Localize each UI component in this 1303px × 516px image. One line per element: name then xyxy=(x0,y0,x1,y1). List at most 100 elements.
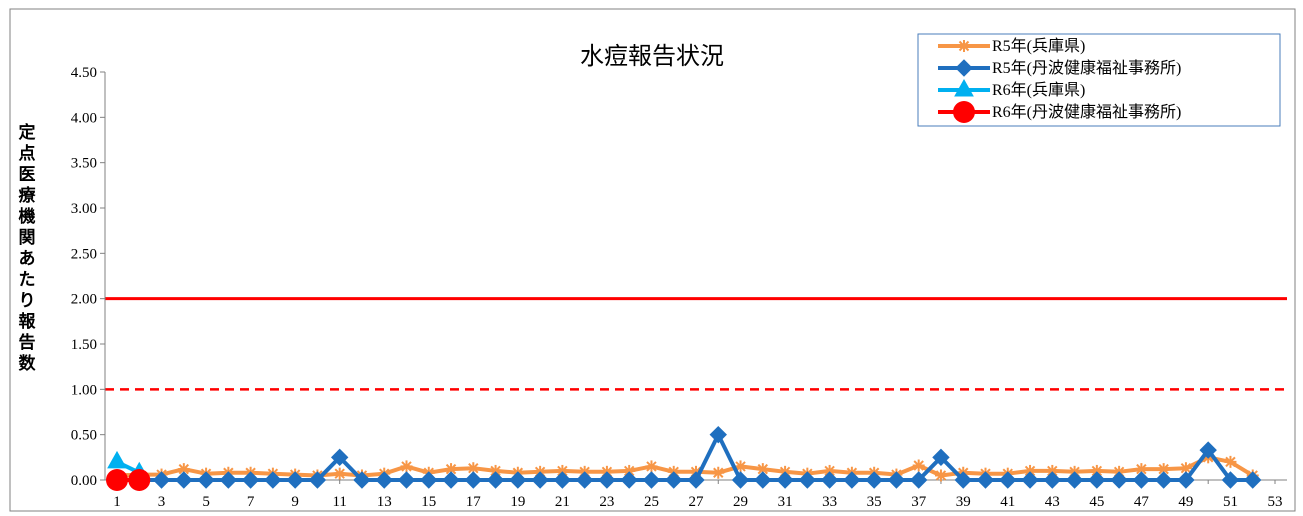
data-point xyxy=(798,471,817,489)
data-point xyxy=(445,463,458,476)
data-point xyxy=(509,471,527,489)
data-point xyxy=(1065,471,1084,489)
data-point xyxy=(955,59,973,77)
data-point xyxy=(152,471,171,489)
x-tick-label: 31 xyxy=(778,494,793,510)
y-tick-label: 3.50 xyxy=(71,156,97,172)
x-tick-label: 25 xyxy=(644,494,659,510)
data-point xyxy=(375,471,393,489)
data-point xyxy=(712,466,725,479)
data-point xyxy=(467,462,480,475)
data-point xyxy=(731,471,750,489)
data-point xyxy=(219,471,238,489)
data-point xyxy=(1088,471,1106,489)
x-tick-label: 15 xyxy=(421,494,436,510)
legend: R5年(兵庫県) R5年(丹波健康福祉事務所) R6年(兵庫県) R6年(丹波健康福祉… xyxy=(917,33,1281,127)
data-point xyxy=(286,471,304,489)
data-point xyxy=(264,471,282,489)
data-point xyxy=(333,467,346,480)
series-3 xyxy=(106,469,151,491)
data-point xyxy=(128,469,151,491)
x-tick-label: 41 xyxy=(1000,494,1015,510)
legend-item-2: R6年(兵庫県) xyxy=(938,78,1085,99)
axes: 0.00 0.50 1.00 1.50 2.00 2.50 3.00 3.50 4.00 4.50… xyxy=(71,65,1287,510)
x-tick-label: 43 xyxy=(1045,494,1060,510)
data-point xyxy=(734,460,747,473)
data-point xyxy=(531,471,549,489)
data-point xyxy=(107,450,127,469)
data-point xyxy=(353,471,371,489)
data-point xyxy=(598,471,616,489)
data-point xyxy=(553,471,572,489)
series-line xyxy=(117,432,1253,482)
data-point xyxy=(442,471,460,489)
data-point xyxy=(464,471,483,489)
data-point xyxy=(776,471,794,489)
data-point xyxy=(642,471,661,489)
legend-item-3: R6年(丹波健康福祉事務所) xyxy=(938,101,1181,123)
data-point xyxy=(887,471,906,489)
data-point xyxy=(820,471,839,489)
data-point xyxy=(486,471,505,489)
data-point xyxy=(665,471,683,489)
legend-item-0: R5年(兵庫県) xyxy=(938,37,1085,55)
data-point xyxy=(645,460,658,473)
x-tick-label: 13 xyxy=(377,494,392,510)
data-point xyxy=(1199,441,1217,459)
y-tick-label: 1.00 xyxy=(71,382,97,398)
data-point xyxy=(106,469,128,491)
data-point xyxy=(175,471,193,489)
data-point xyxy=(909,471,928,489)
data-point xyxy=(1021,471,1039,489)
data-point xyxy=(934,469,947,482)
data-point xyxy=(1221,471,1240,489)
chart-title: 水痘報告状況 xyxy=(580,43,724,70)
data-point xyxy=(958,40,970,52)
series-group xyxy=(106,425,1262,491)
data-point xyxy=(620,471,638,489)
y-tick-label: 3.00 xyxy=(71,201,97,217)
reference-lines xyxy=(105,297,1287,391)
x-tick-label: 19 xyxy=(510,494,525,510)
data-point xyxy=(1110,471,1128,489)
x-tick-label: 1 xyxy=(113,494,121,510)
x-tick-label: 37 xyxy=(911,494,927,510)
legend-label: R6年(兵庫県) xyxy=(992,81,1085,99)
data-point xyxy=(1244,471,1262,489)
x-tick-label: 39 xyxy=(956,494,971,510)
x-tick-label: 29 xyxy=(733,494,748,510)
legend-label: R6年(丹波健康福祉事務所) xyxy=(992,103,1181,121)
series-line xyxy=(116,455,1254,478)
data-point xyxy=(1224,455,1237,468)
data-point xyxy=(976,471,995,489)
data-point xyxy=(756,463,769,476)
x-tick-label: 35 xyxy=(867,494,882,510)
x-tick-label: 27 xyxy=(689,494,705,510)
x-tick-label: 7 xyxy=(247,494,255,510)
x-tick-label: 47 xyxy=(1134,494,1150,510)
series-1 xyxy=(108,425,1262,489)
data-point xyxy=(999,471,1017,489)
x-tick-label: 45 xyxy=(1089,494,1104,510)
data-point xyxy=(953,101,975,123)
data-point xyxy=(308,471,327,489)
y-tick-label: 0.00 xyxy=(71,473,97,489)
y-tick-label: 4.50 xyxy=(71,65,97,81)
y-tick-label: 0.50 xyxy=(71,428,97,444)
data-point xyxy=(954,78,974,97)
x-tick-label: 17 xyxy=(466,494,482,510)
data-point xyxy=(420,471,438,489)
x-tick-label: 3 xyxy=(158,494,166,510)
x-tick-label: 23 xyxy=(599,494,614,510)
y-tick-label: 1.50 xyxy=(71,337,97,353)
data-point xyxy=(400,460,413,473)
data-point xyxy=(1157,463,1170,476)
data-point xyxy=(1177,471,1195,489)
legend-label: R5年(兵庫県) xyxy=(992,37,1085,55)
y-axis-label: 定点医療機関あたり報告数 xyxy=(19,122,37,373)
data-point xyxy=(575,471,594,489)
data-point xyxy=(709,425,727,444)
data-point xyxy=(687,471,705,489)
